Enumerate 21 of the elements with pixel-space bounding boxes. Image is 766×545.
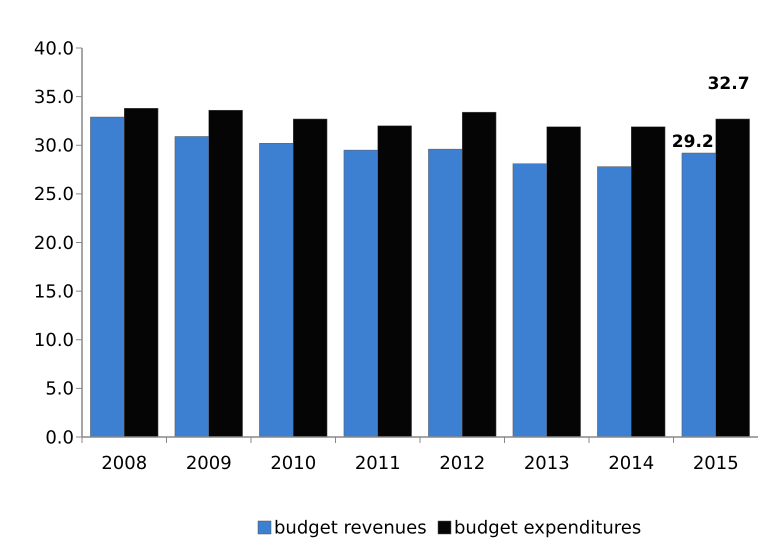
y-tick-label: 30.0 — [34, 136, 74, 157]
y-tick-label: 35.0 — [34, 86, 74, 108]
y-tick-label: 15.0 — [34, 281, 74, 302]
y-tick-label: 5.0 — [45, 378, 74, 400]
x-tick-label: 2014 — [608, 453, 654, 474]
data-label: 32.7 — [708, 74, 750, 94]
x-tick-label: 2015 — [692, 453, 739, 474]
y-tick-label: 0.0 — [45, 427, 74, 448]
data-label: 29.2 — [672, 132, 714, 152]
y-tick-label: 10.0 — [34, 330, 74, 352]
x-tick-label: 2011 — [354, 453, 401, 474]
legend-label: budget expenditures — [454, 517, 642, 538]
x-tick-label: 2013 — [524, 453, 570, 474]
x-tick-label: 2010 — [270, 453, 316, 474]
x-tick-label: 2009 — [186, 453, 232, 474]
y-tick-label: 25.0 — [34, 184, 74, 206]
x-tick-label: 2008 — [101, 453, 148, 474]
y-tick-label: 20.0 — [34, 232, 74, 254]
x-tick-label: 2012 — [439, 453, 486, 474]
legend-label: budget revenues — [274, 517, 427, 538]
y-tick-label: 40.0 — [34, 38, 74, 60]
